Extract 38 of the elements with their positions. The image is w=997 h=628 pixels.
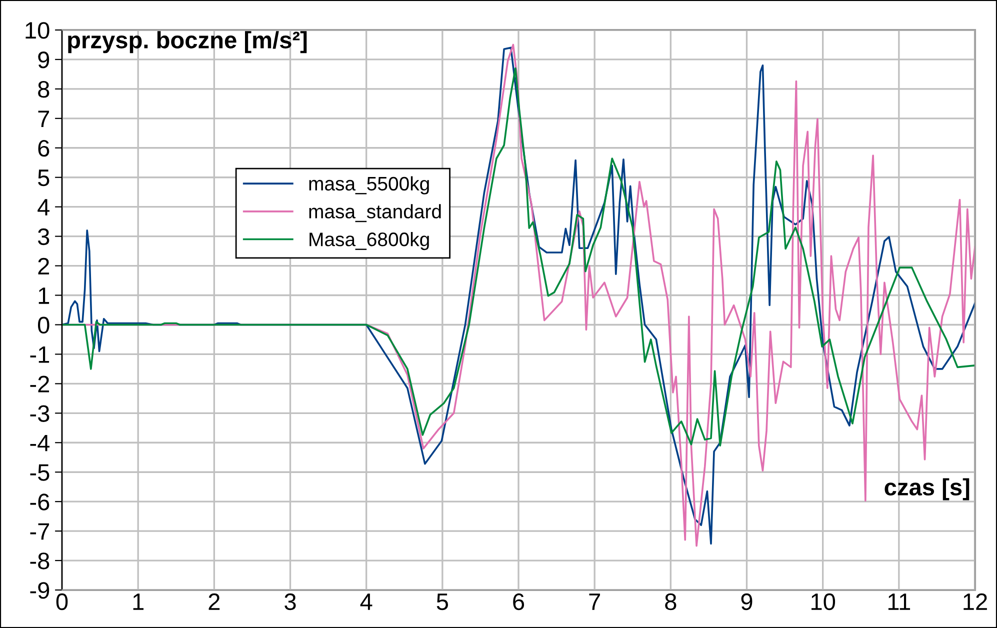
- y-tick-label: 10: [26, 22, 50, 39]
- y-tick-label: -1: [30, 346, 50, 363]
- x-tick-label: 3: [284, 593, 296, 610]
- y-tick-label: -3: [30, 405, 50, 422]
- x-tick-label: 11: [888, 594, 910, 610]
- y-tick-label: -8: [30, 552, 50, 570]
- x-tick-label: 7: [589, 594, 600, 610]
- x-tick-label: 10: [812, 593, 836, 610]
- y-tick-label: -7: [30, 523, 50, 540]
- y-axis-title: przysp. boczne [m/s²]: [68, 31, 307, 54]
- y-tick-label: 6: [38, 140, 50, 157]
- y-tick-label: 1: [38, 288, 50, 304]
- y-tick-label: -9: [30, 582, 50, 599]
- y-tick-label: -6: [30, 494, 50, 510]
- y-tick-label: 4: [38, 199, 50, 216]
- y-tick-label: 3: [38, 228, 50, 246]
- x-tick-label: 6: [513, 593, 524, 610]
- y-tick-label: 0: [38, 316, 50, 334]
- x-tick-label: 9: [741, 593, 752, 610]
- x-tick-label: 0: [56, 593, 68, 610]
- y-tick-label: 5: [38, 170, 50, 186]
- legend-label: masa_standard: [309, 204, 441, 222]
- legend-label: masa_5500kg: [309, 176, 429, 194]
- x-axis-title: czas [s]: [884, 478, 970, 500]
- x-tick-label: 8: [665, 593, 676, 610]
- legend-label: Masa_6800kg: [310, 232, 429, 250]
- y-tick-label: 7: [38, 110, 50, 127]
- y-tick-label: 8: [38, 81, 50, 98]
- x-tick-label: 2: [208, 593, 220, 610]
- x-tick-label: 12: [964, 593, 987, 610]
- y-tick-label: -5: [30, 464, 50, 481]
- x-tick-label: 1: [133, 594, 144, 610]
- x-tick-label: 5: [436, 594, 448, 610]
- x-tick-label: 4: [360, 594, 372, 610]
- y-tick-label: -4: [30, 434, 50, 452]
- y-tick-label: 2: [38, 258, 50, 274]
- y-tick-label: -2: [30, 376, 50, 392]
- y-tick-label: 9: [38, 52, 50, 68]
